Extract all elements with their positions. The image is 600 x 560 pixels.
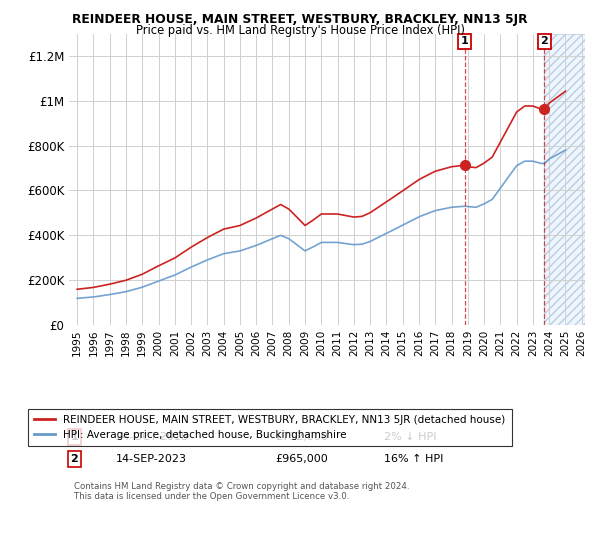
- Text: 1: 1: [461, 36, 469, 46]
- Text: Contains HM Land Registry data © Crown copyright and database right 2024.
This d: Contains HM Land Registry data © Crown c…: [74, 482, 410, 501]
- Bar: [544, 34, 585, 325]
- Text: 24-OCT-2018: 24-OCT-2018: [115, 432, 188, 442]
- Text: 14-SEP-2023: 14-SEP-2023: [115, 454, 187, 464]
- Text: 2: 2: [541, 36, 548, 46]
- Text: 2% ↓ HPI: 2% ↓ HPI: [384, 432, 436, 442]
- Text: REINDEER HOUSE, MAIN STREET, WESTBURY, BRACKLEY, NN13 5JR: REINDEER HOUSE, MAIN STREET, WESTBURY, B…: [72, 13, 528, 26]
- Text: £712,000: £712,000: [275, 432, 328, 442]
- Text: Price paid vs. HM Land Registry's House Price Index (HPI): Price paid vs. HM Land Registry's House …: [136, 24, 464, 37]
- Legend: REINDEER HOUSE, MAIN STREET, WESTBURY, BRACKLEY, NN13 5JR (detached house), HPI:: REINDEER HOUSE, MAIN STREET, WESTBURY, B…: [28, 409, 512, 446]
- Bar: [544, 34, 585, 325]
- Text: £965,000: £965,000: [275, 454, 328, 464]
- Text: 2: 2: [70, 454, 78, 464]
- Text: 16% ↑ HPI: 16% ↑ HPI: [384, 454, 443, 464]
- Text: 1: 1: [70, 432, 78, 442]
